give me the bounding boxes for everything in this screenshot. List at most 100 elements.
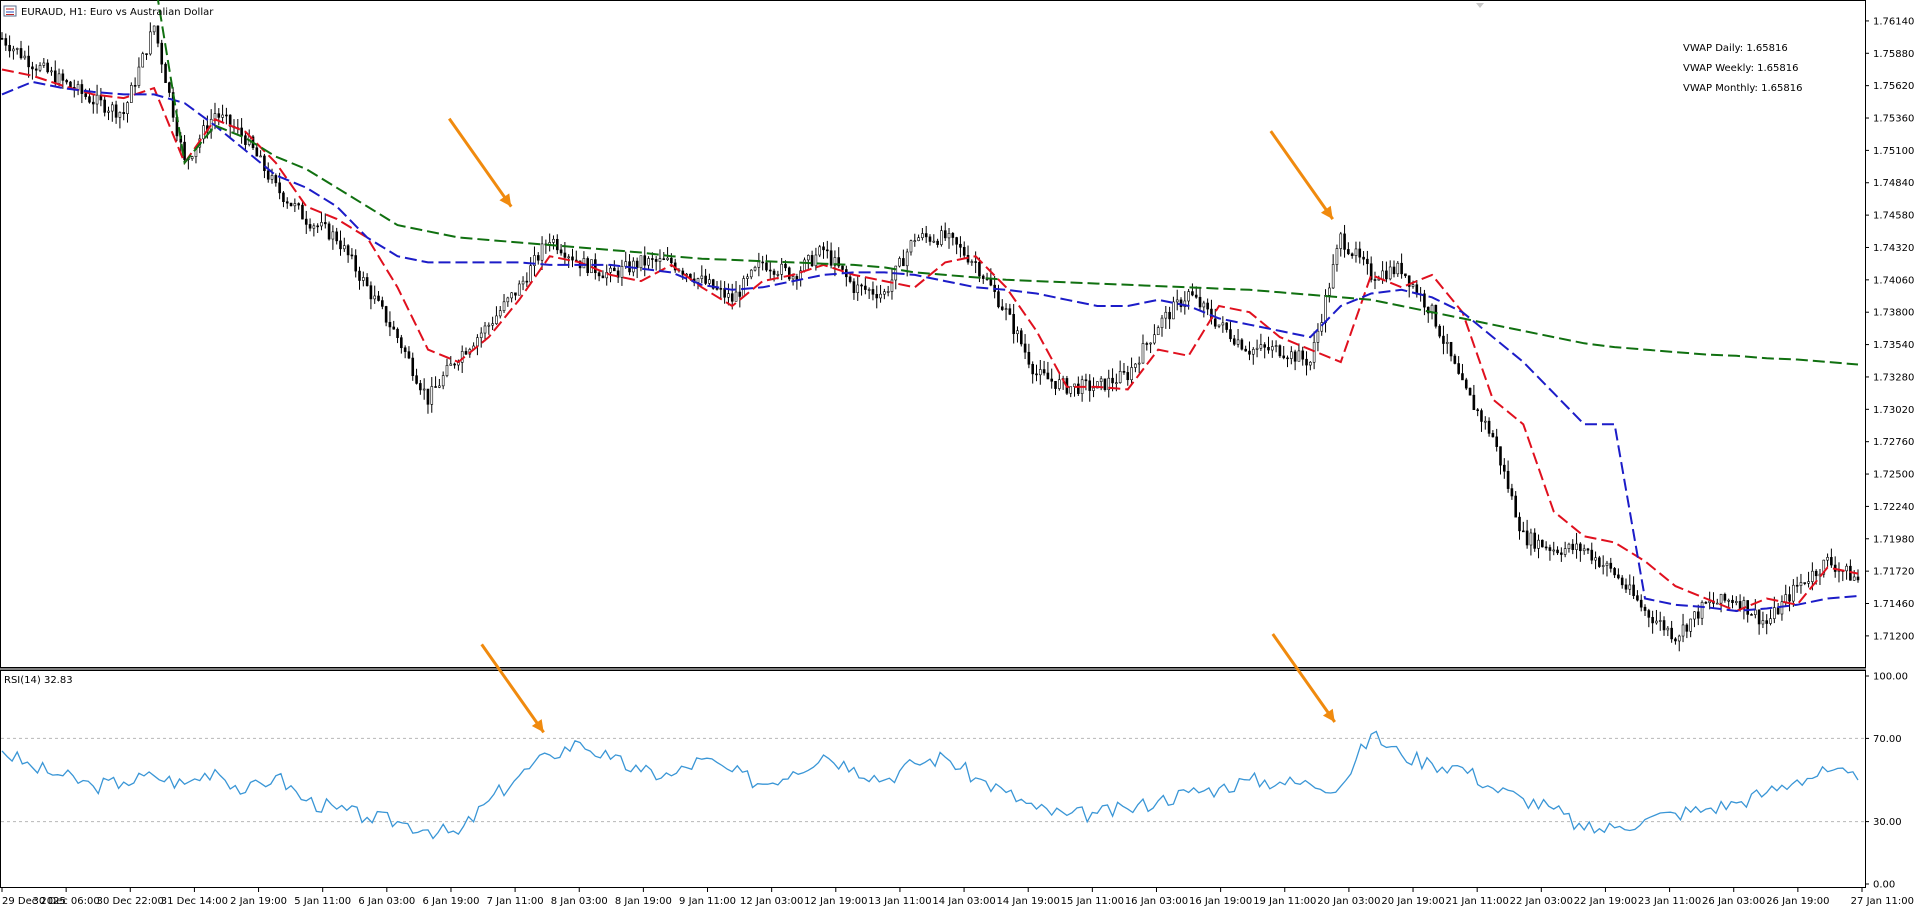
candle-body [149, 31, 152, 55]
candle-body [1651, 617, 1654, 624]
candle-body [1799, 582, 1803, 586]
candle-body [373, 295, 377, 300]
vwap-daily-line [1, 68, 1859, 613]
candle-body [1267, 347, 1270, 351]
candle-body [959, 243, 962, 248]
candle-body [1700, 602, 1704, 619]
candle-body [103, 99, 106, 113]
candle-body [53, 70, 57, 84]
price-arrow [448, 117, 513, 208]
legend-vwap-weekly: VWAP Weekly: 1.65816 [1683, 63, 1799, 74]
candle-body [1529, 532, 1533, 546]
candle-body [1213, 318, 1217, 327]
candle-body [1038, 369, 1042, 376]
candle-body [1826, 557, 1829, 561]
candle-body [1096, 381, 1099, 389]
candle-body [1548, 547, 1552, 551]
candle-body [400, 337, 403, 349]
candle-body [1807, 581, 1810, 584]
candle-body [1560, 552, 1563, 555]
candle-body [156, 25, 160, 44]
candle-body [327, 223, 331, 240]
candle-body [217, 113, 221, 118]
candle-body [190, 156, 194, 160]
candle-body [974, 261, 977, 263]
candle-body [38, 65, 42, 71]
candle-body [1445, 341, 1449, 344]
candle-body [293, 203, 297, 207]
candle-body [597, 272, 601, 277]
chart-type-icon[interactable] [3, 5, 17, 17]
candle-body [1514, 495, 1518, 518]
candle-body [529, 265, 532, 283]
candle-body [772, 270, 776, 275]
time-tick-label: 31 Dec 14:00 [161, 896, 228, 907]
scroll-marker-icon[interactable] [1476, 3, 1484, 8]
candle-body [460, 351, 464, 363]
price-tick-label: 1.71460 [1873, 599, 1914, 610]
candle-body [1229, 329, 1232, 340]
candle-body [806, 255, 810, 261]
candle-body [118, 112, 122, 118]
candle-body [263, 155, 266, 172]
candle-body [875, 294, 879, 299]
candle-body [445, 365, 449, 376]
candle-body [1251, 349, 1255, 355]
candle-body [1658, 620, 1662, 622]
candle-body [1628, 584, 1632, 590]
candle-body [1617, 574, 1620, 579]
candle-body [1719, 593, 1723, 604]
candle-body [225, 114, 228, 117]
candle-body [1476, 409, 1479, 412]
candle-body [1647, 610, 1651, 618]
candle-body [1464, 379, 1468, 389]
price-tick-label: 1.71200 [1873, 631, 1914, 642]
price-tick-label: 1.71720 [1873, 567, 1914, 578]
candle-body [1137, 362, 1141, 365]
candle-body [795, 276, 799, 280]
price-tick-label: 1.76140 [1873, 16, 1914, 27]
time-tick-label: 6 Jan 19:00 [422, 896, 479, 907]
candle-body [137, 66, 141, 86]
time-tick-label: 29 Dec 2025 [2, 896, 66, 907]
candle-body [525, 280, 529, 283]
candle-body [552, 238, 555, 243]
price-tick-label: 1.75360 [1873, 114, 1914, 125]
candle-body [1723, 593, 1727, 601]
candle-body [605, 272, 609, 279]
candle-body [449, 363, 453, 366]
candle-body [1301, 350, 1305, 360]
candle-body [734, 291, 738, 302]
candle-body [1495, 436, 1498, 447]
candle-body [905, 251, 909, 267]
candle-body [1411, 284, 1415, 287]
candle-body [1830, 557, 1833, 566]
time-tick-label: 30 Dec 22:00 [97, 896, 164, 907]
time-tick-label: 8 Jan 19:00 [615, 896, 672, 907]
candle-body [742, 278, 745, 297]
candle-body [571, 256, 574, 261]
candle-body [27, 55, 30, 68]
candle-body [278, 182, 281, 194]
candle-body [1194, 294, 1198, 298]
candle-body [1149, 342, 1152, 345]
candle-body [304, 218, 308, 225]
candle-body [765, 262, 768, 271]
candle-body [947, 233, 951, 239]
candle-body [738, 291, 742, 297]
candle-body [381, 300, 384, 307]
candle-body [12, 48, 15, 52]
candle-body [514, 292, 517, 296]
candle-body [1506, 470, 1510, 489]
candle-body [1324, 294, 1327, 323]
price-pane-frame [0, 0, 1866, 668]
time-tick-label: 15 Jan 11:00 [1061, 896, 1124, 907]
legend-vwap-daily: VWAP Daily: 1.65816 [1683, 43, 1788, 54]
candle-body [727, 293, 730, 298]
vwap-lines [1, 0, 1859, 613]
candle-body [1423, 293, 1426, 308]
candle-body [57, 73, 61, 84]
candle-body [1168, 311, 1171, 320]
candle-body [1126, 372, 1130, 381]
